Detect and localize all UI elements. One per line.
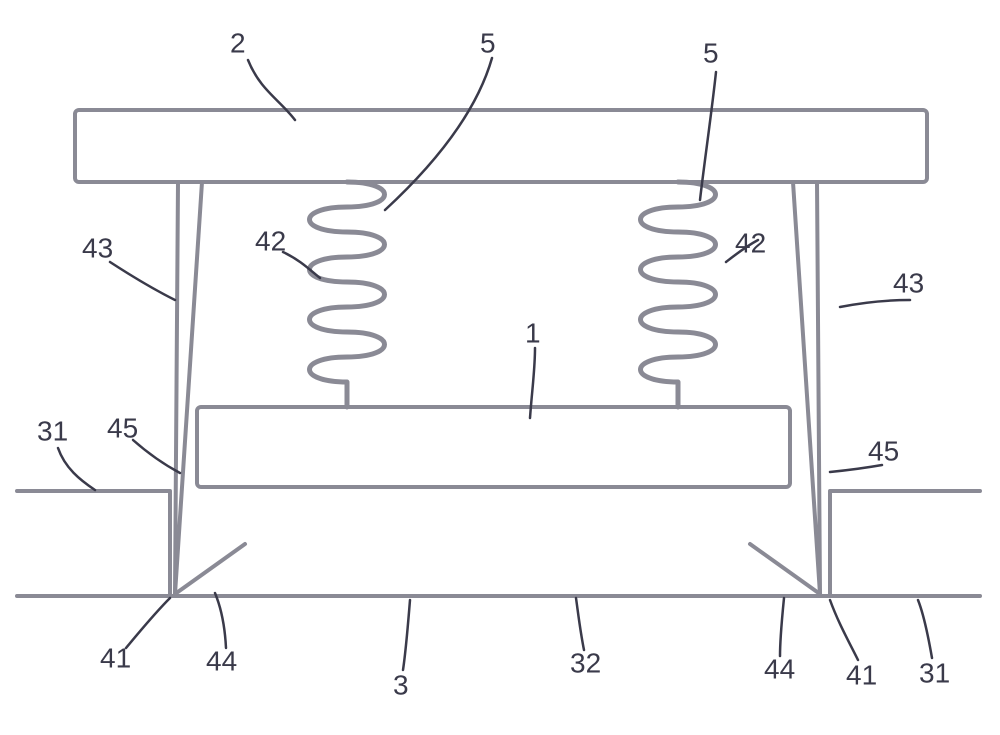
leader-ld_32: [576, 598, 584, 650]
label-lbl_45a: 45: [107, 412, 138, 443]
base-outline: [17, 491, 980, 596]
label-lbl_43a: 43: [82, 232, 113, 263]
leader-ld_31a: [58, 448, 95, 490]
label-lbl_5a: 5: [480, 27, 496, 58]
leader-ld_31b: [918, 600, 932, 658]
label-lbl_44b: 44: [764, 653, 795, 684]
technical-diagram: 2 5 5 43 42 42 43 1 31 45 45 41 44 3 32 44 41 31: [0, 0, 1000, 735]
label-lbl_32: 32: [570, 647, 601, 678]
middle-plate: [197, 407, 790, 487]
label-lbl_45b: 45: [868, 435, 899, 466]
leader-ld_45a: [133, 440, 180, 473]
leader-ld_41b: [830, 600, 858, 660]
label-lbl_41a: 41: [100, 642, 131, 673]
leader-ld_41a: [126, 598, 170, 648]
label-lbl_2: 2: [230, 27, 246, 58]
label-lbl_41b: 41: [846, 659, 877, 690]
leader-ld_3: [403, 600, 410, 670]
leader-ld_44b: [780, 598, 784, 656]
label-lbl_43b: 43: [893, 267, 924, 298]
label-lbl_3: 3: [393, 669, 409, 700]
label-lbl_42b: 42: [735, 227, 766, 258]
leader-ld_5a: [385, 58, 492, 210]
label-lbl_31b: 31: [919, 657, 950, 688]
top-bar: [75, 110, 927, 182]
pin-1-cross: [750, 544, 820, 594]
label-lbl_31a: 31: [37, 415, 68, 446]
label-lbl_44a: 44: [206, 645, 237, 676]
label-lbl_1: 1: [525, 317, 541, 348]
spring-0: [310, 182, 385, 407]
label-lbl_42a: 42: [255, 225, 286, 256]
leader-ld_43b: [840, 300, 910, 307]
leader-ld_44a: [215, 593, 226, 648]
label-lbl_5b: 5: [703, 37, 719, 68]
pin-0-cross: [175, 544, 245, 594]
spring-1: [641, 182, 716, 407]
leader-ld_43a: [110, 262, 175, 300]
